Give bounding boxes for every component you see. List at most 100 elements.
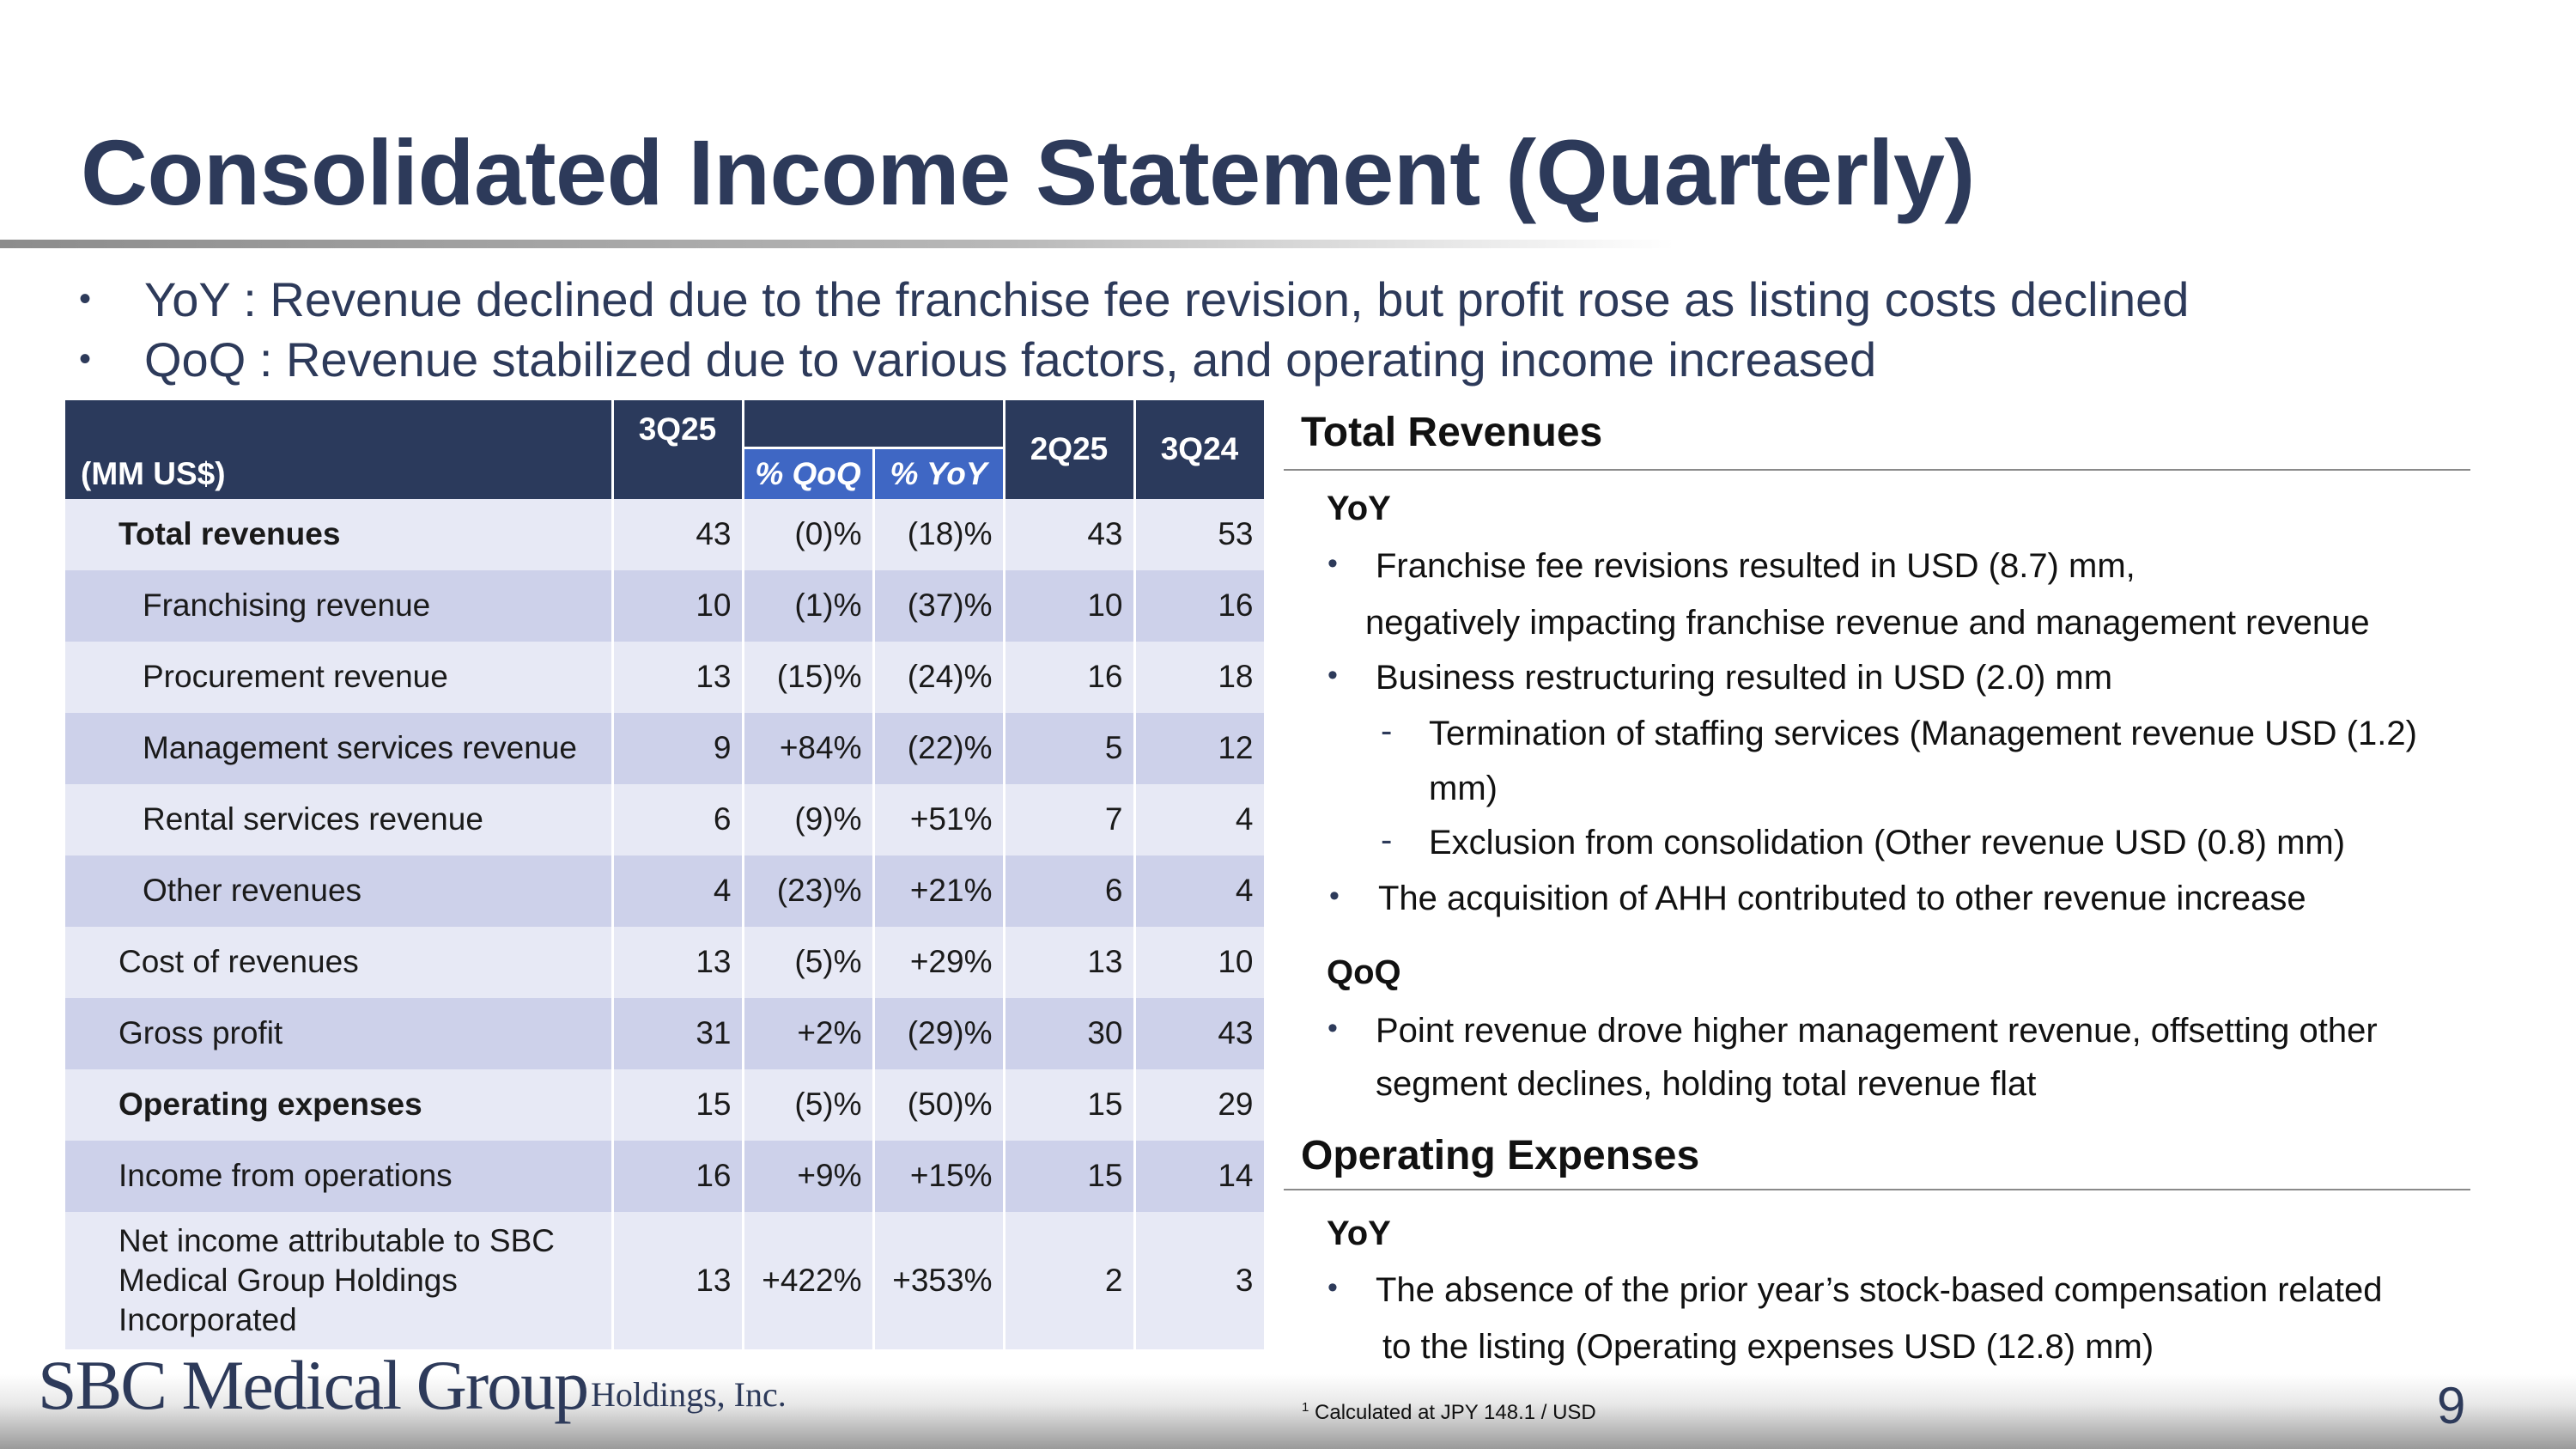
section-divider (1284, 1189, 2470, 1190)
revenue-yoy-subpoint-1-cont: mm) (1429, 770, 1498, 807)
col-header-yoy: % YoY (873, 446, 1005, 499)
revenue-yoy-subpoint-1: Termination of staffing services (Manage… (1429, 715, 2417, 752)
bullet-icon: • (1327, 1012, 1338, 1044)
table-row: Rental services revenue 6 (9)% +51% 7 4 (65, 783, 1267, 855)
cell-3q25: 13 (612, 1211, 744, 1349)
footer-band (0, 1374, 2576, 1449)
cell-2q25: 15 (1004, 1068, 1136, 1141)
row-label: Procurement revenue (65, 641, 614, 713)
footnote-mark: 1 (1302, 1400, 1309, 1415)
company-logo: SBC Medical Group (38, 1346, 589, 1424)
cell-3q25: 10 (612, 569, 744, 642)
cell-yoy: +21% (873, 855, 1005, 927)
row-label: Operating expenses (65, 1068, 614, 1141)
table-row: Gross profit 31 +2% (29)% 30 43 (65, 997, 1267, 1069)
cell-yoy: (24)% (873, 641, 1005, 713)
dash-icon: - (1381, 821, 1393, 859)
cell-qoq: +422% (743, 1211, 875, 1349)
revenue-yoy-subpoint-2: Exclusion from consolidation (Other reve… (1429, 824, 2346, 861)
subheading-opex-yoy: YoY (1327, 1215, 1391, 1252)
section-heading-revenues: Total Revenues (1301, 410, 1603, 455)
table-row: Operating expenses 15 (5)% (50)% 15 29 (65, 1068, 1267, 1141)
table-row: Procurement revenue 13 (15)% (24)% 16 18 (65, 641, 1267, 713)
table-row: Total revenues 43 (0)% (18)% 43 53 (65, 498, 1267, 570)
cell-2q25: 15 (1004, 1140, 1136, 1212)
cell-3q25: 13 (612, 641, 744, 713)
summary-bullet-yoy: • YoY : Revenue declined due to the fran… (79, 269, 2189, 329)
bullet-icon: • (79, 279, 92, 318)
cell-qoq: +84% (743, 712, 875, 784)
cell-qoq: (1)% (743, 569, 875, 642)
table-row: Income from operations 16 +9% +15% 15 14 (65, 1140, 1267, 1212)
cell-3q24: 16 (1134, 569, 1267, 642)
cell-3q24: 12 (1134, 712, 1267, 784)
cell-3q25: 9 (612, 712, 744, 784)
income-statement-table: (MM US$) 3Q25 2Q25 3Q24 % QoQ % YoY Tota… (65, 400, 1267, 1349)
cell-qoq: (9)% (743, 783, 875, 855)
cell-3q24: 18 (1134, 641, 1267, 713)
cell-qoq: (5)% (743, 1068, 875, 1141)
bullet-icon: • (1327, 547, 1338, 580)
footnote-text: Calculated at JPY 148.1 / USD (1315, 1401, 1596, 1424)
cell-3q24: 3 (1134, 1211, 1267, 1349)
cell-2q25: 30 (1004, 997, 1136, 1069)
cell-2q25: 13 (1004, 926, 1136, 998)
subheading-yoy: YoY (1327, 490, 1391, 527)
bullet-icon: • (1327, 1271, 1338, 1304)
cell-3q24: 10 (1134, 926, 1267, 998)
revenue-qoq-point-1: Point revenue drove higher management re… (1376, 1012, 2378, 1050)
opex-yoy-point-1: The absence of the prior year’s stock-ba… (1376, 1271, 2383, 1309)
table-row: Net income attributable to SBC Medical G… (65, 1211, 1267, 1349)
subheading-qoq: QoQ (1327, 953, 1401, 991)
cell-2q25: 16 (1004, 641, 1136, 713)
cell-2q25: 10 (1004, 569, 1136, 642)
row-label: Cost of revenues (65, 926, 614, 998)
cell-3q25: 6 (612, 783, 744, 855)
col-header-spacer (743, 400, 1005, 447)
table-row: Franchising revenue 10 (1)% (37)% 10 16 (65, 569, 1267, 642)
col-header-2q25: 2Q25 (1004, 400, 1136, 499)
page-number: 9 (2437, 1377, 2466, 1434)
cell-3q24: 14 (1134, 1140, 1267, 1212)
table-row: Other revenues 4 (23)% +21% 6 4 (65, 855, 1267, 927)
cell-3q25: 13 (612, 926, 744, 998)
revenue-yoy-point-1: Franchise fee revisions resulted in USD … (1376, 547, 2136, 585)
cell-3q25: 43 (612, 498, 744, 570)
summary-bullet-text: YoY : Revenue declined due to the franch… (144, 271, 2190, 326)
revenue-yoy-point-3: The acquisition of AHH contributed to ot… (1378, 880, 2306, 917)
col-header-3q24: 3Q24 (1134, 400, 1267, 499)
cell-yoy: (37)% (873, 569, 1005, 642)
table-unit-label: (MM US$) (65, 400, 614, 499)
bullet-icon: • (1329, 880, 1340, 912)
row-label: Income from operations (65, 1140, 614, 1212)
summary-bullets: • YoY : Revenue declined due to the fran… (79, 269, 2189, 389)
cell-yoy: +353% (873, 1211, 1005, 1349)
revenue-yoy-point-1-cont: negatively impacting franchise revenue a… (1365, 604, 2370, 642)
cell-3q24: 43 (1134, 997, 1267, 1069)
row-label: Gross profit (65, 997, 614, 1069)
bullet-icon: • (1327, 659, 1338, 691)
footnote: 1 Calculated at JPY 148.1 / USD (1302, 1400, 1596, 1425)
page-title: Consolidated Income Statement (Quarterly… (81, 120, 1975, 224)
cell-yoy: +51% (873, 783, 1005, 855)
col-header-3q25: 3Q25 (612, 400, 744, 447)
col-header-3q25-lower (612, 447, 744, 499)
row-label: Total revenues (65, 498, 614, 570)
cell-2q25: 5 (1004, 712, 1136, 784)
cell-yoy: (22)% (873, 712, 1005, 784)
cell-3q25: 4 (612, 855, 744, 927)
cell-yoy: (50)% (873, 1068, 1005, 1141)
row-label-text: Net income attributable to SBC Medical G… (118, 1222, 555, 1337)
row-label: Management services revenue (65, 712, 614, 784)
cell-yoy: +29% (873, 926, 1005, 998)
section-divider (1284, 469, 2470, 471)
cell-2q25: 6 (1004, 855, 1136, 927)
section-heading-operating-expenses: Operating Expenses (1301, 1133, 1700, 1178)
dash-icon: - (1381, 712, 1393, 750)
cell-2q25: 2 (1004, 1211, 1136, 1349)
table-row: Management services revenue 9 +84% (22)%… (65, 712, 1267, 784)
cell-qoq: (23)% (743, 855, 875, 927)
cell-yoy: (29)% (873, 997, 1005, 1069)
table-row: Cost of revenues 13 (5)% +29% 13 10 (65, 926, 1267, 998)
cell-3q25: 15 (612, 1068, 744, 1141)
